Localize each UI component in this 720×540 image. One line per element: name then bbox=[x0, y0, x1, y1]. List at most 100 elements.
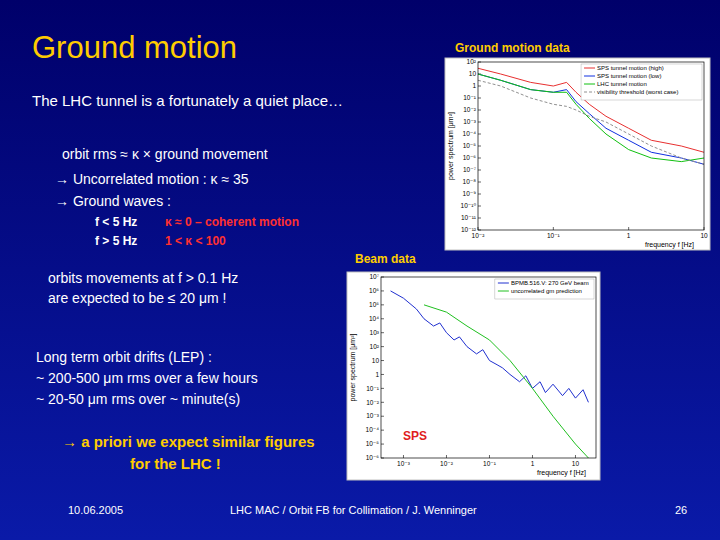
tick bbox=[478, 158, 481, 159]
tick bbox=[478, 146, 481, 147]
drift: ~ 20-50 μm rms over ~ minute(s) bbox=[36, 391, 240, 407]
axis-label: frequency f [Hz] bbox=[537, 469, 586, 477]
tick bbox=[553, 227, 554, 230]
plot-frame bbox=[381, 277, 596, 458]
tick bbox=[381, 290, 384, 291]
legend-entry: BPMB.516.V: 270 GeV beam bbox=[511, 280, 589, 286]
tick-label: 10⁻¹ bbox=[366, 385, 380, 392]
tick-label: 10⁻¹ bbox=[463, 94, 477, 101]
tick-label: 10⁵ bbox=[369, 301, 379, 308]
tick-label: 10⁻³ bbox=[463, 118, 477, 125]
footer: LHC MAC / Orbit FB for Collimation / J. … bbox=[230, 504, 477, 516]
legend-entry: SPS tunnel motion (high) bbox=[597, 65, 664, 71]
tick-label: 10⁻⁶ bbox=[366, 454, 380, 461]
chart: 10²10110⁻¹10⁻²10⁻³10⁻⁴10⁻⁵10⁻⁶10⁻⁷10⁻⁸10… bbox=[445, 58, 710, 250]
tick-label: 1 bbox=[375, 371, 379, 378]
tick-label: 10⁻³ bbox=[397, 460, 411, 467]
tick bbox=[381, 416, 384, 417]
series-line bbox=[424, 305, 588, 458]
tick-label: 10⁻¹¹ bbox=[461, 214, 477, 221]
tick bbox=[478, 110, 481, 111]
tick-label: 10⁻⁵ bbox=[463, 142, 477, 149]
bullet: → Uncorrelated motion : κ ≈ 35 bbox=[55, 171, 249, 187]
tick-label: 1 bbox=[531, 460, 535, 467]
chart-label: Ground motion data bbox=[455, 41, 570, 55]
conclusion: for the LHC ! bbox=[130, 455, 221, 472]
tick-label: 10⁻⁴ bbox=[366, 426, 380, 433]
background bbox=[0, 0, 720, 540]
title: Ground motion bbox=[32, 30, 237, 65]
kappa: κ ≈ 0 – coherent motion bbox=[165, 215, 299, 229]
slide: Ground motion Ground motion data The LHC t… bbox=[0, 0, 720, 540]
tick bbox=[403, 455, 404, 458]
footer: 10.06.2005 bbox=[68, 504, 123, 516]
legend-entry: LHC tunnel motion bbox=[597, 81, 647, 87]
tick bbox=[532, 455, 533, 458]
legend-swatch bbox=[498, 283, 509, 284]
tick-label: 10 bbox=[700, 232, 708, 239]
legend-swatch bbox=[584, 76, 595, 77]
series-line bbox=[391, 291, 589, 402]
tick bbox=[381, 374, 384, 375]
tick-label: 10⁻⁴ bbox=[463, 130, 477, 137]
chart-background bbox=[445, 58, 710, 250]
tick bbox=[575, 455, 576, 458]
tick bbox=[628, 227, 629, 230]
tick-label: 10⁻⁸ bbox=[463, 178, 477, 185]
legend-box bbox=[581, 64, 702, 100]
plot-frame bbox=[478, 62, 704, 230]
expectation: orbits movements at f > 0.1 Hz bbox=[48, 270, 238, 286]
bullet: → Ground waves : bbox=[55, 193, 171, 209]
axis-label: frequency f [Hz] bbox=[645, 241, 694, 249]
formula: orbit rms ≈ κ × ground movement bbox=[62, 146, 268, 162]
legend-box bbox=[495, 279, 594, 299]
chart-background bbox=[347, 272, 600, 480]
tick bbox=[478, 218, 481, 219]
tick-label: 10⁴ bbox=[369, 315, 379, 322]
axis-label: power spectrum [μm²] bbox=[447, 112, 455, 180]
conclusion: → a priori we expect similar figures bbox=[62, 433, 315, 450]
legend: SPS tunnel motion (high)SPS tunnel motio… bbox=[581, 64, 702, 100]
tick-label: 10⁻³ bbox=[366, 412, 380, 419]
tick bbox=[478, 98, 481, 99]
axis-label: power spectrum [μm²] bbox=[349, 334, 357, 402]
tick-label: 10 bbox=[572, 460, 580, 467]
tick-label: 10⁻¹⁰ bbox=[461, 202, 477, 209]
tick-label: 10³ bbox=[370, 329, 380, 336]
tick-label: 1 bbox=[472, 82, 476, 89]
tick bbox=[489, 455, 490, 458]
legend-entry: visibility threshold (worst case) bbox=[597, 89, 678, 95]
tick-label: 10⁻⁶ bbox=[463, 154, 477, 161]
tick bbox=[381, 388, 384, 389]
tick bbox=[478, 170, 481, 171]
tick bbox=[381, 444, 384, 445]
legend-swatch bbox=[498, 291, 509, 292]
subtitle: The LHC tunnel is a fortunately a quiet … bbox=[32, 92, 343, 109]
tick-label: 10 bbox=[469, 70, 477, 77]
tick-label: 10⁷ bbox=[369, 273, 379, 280]
tick bbox=[478, 182, 481, 183]
tick bbox=[381, 304, 384, 305]
tick bbox=[381, 360, 384, 361]
tick-label: 10⁶ bbox=[369, 287, 379, 294]
tick-label: 10⁻⁵ bbox=[366, 440, 380, 447]
legend-swatch bbox=[584, 92, 595, 93]
tick-label: 10⁻² bbox=[440, 460, 454, 467]
annotation: SPS bbox=[403, 429, 427, 443]
drift: ~ 200-500 μm rms over a few hours bbox=[36, 370, 258, 386]
tick bbox=[381, 402, 384, 403]
chart-label: Beam data bbox=[355, 252, 416, 266]
tick-label: 10⁻¹ bbox=[547, 232, 561, 239]
tick bbox=[381, 430, 384, 431]
tick bbox=[478, 122, 481, 123]
tick-label: 10⁻² bbox=[472, 232, 486, 239]
condition: f < 5 Hz bbox=[95, 215, 137, 229]
legend-swatch bbox=[584, 68, 595, 69]
tick bbox=[446, 455, 447, 458]
tick-label: 10⁻⁹ bbox=[463, 190, 477, 197]
kappa: 1 < κ < 100 bbox=[165, 234, 226, 248]
tick bbox=[381, 346, 384, 347]
tick-label: 1 bbox=[627, 232, 631, 239]
chart: 10⁷10⁶10⁵10⁴10³10²10110⁻¹10⁻²10⁻³10⁻⁴10⁻… bbox=[347, 272, 600, 480]
legend-entry: uncorrelated gm prediction bbox=[511, 288, 582, 294]
